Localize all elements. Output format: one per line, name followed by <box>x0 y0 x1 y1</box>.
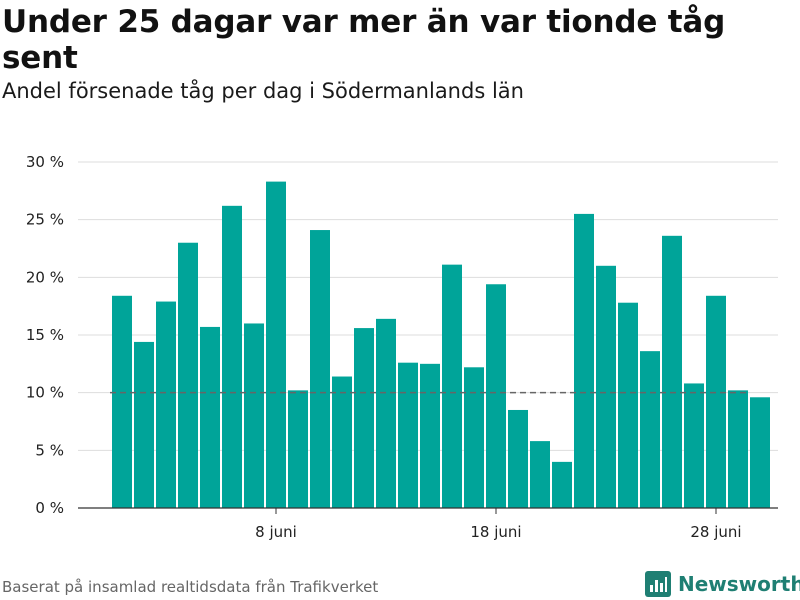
y-tick-label: 10 % <box>26 384 64 402</box>
bar <box>552 461 572 508</box>
bar <box>728 390 748 508</box>
bar <box>244 323 264 508</box>
newsworthy-logo-icon <box>645 571 671 597</box>
y-tick-label: 5 % <box>35 441 64 459</box>
bar <box>706 295 726 508</box>
bar <box>464 367 484 508</box>
bar-chart: 0 % 5 % 10 % 15 % 20 % 25 % 30 % 8 juni 18 juni 2… <box>26 153 778 541</box>
bar <box>420 363 440 508</box>
bar <box>222 205 242 508</box>
y-tick-label: 20 % <box>26 268 64 286</box>
bar <box>442 264 462 508</box>
bar <box>398 362 418 508</box>
bar <box>508 409 528 508</box>
bar <box>662 235 682 508</box>
source-note: Baserat på insamlad realtidsdata från Tr… <box>2 578 379 596</box>
x-tick-label: 8 juni <box>255 523 297 541</box>
bar <box>750 397 770 508</box>
bar <box>332 376 352 508</box>
bar <box>134 341 154 508</box>
y-tick-label: 15 % <box>26 326 64 344</box>
brand-name: Newsworthy <box>678 572 800 596</box>
y-tick-label: 30 % <box>26 153 64 171</box>
bar <box>178 242 198 508</box>
bar <box>310 230 330 508</box>
bar <box>354 328 374 508</box>
bar <box>200 326 220 508</box>
bar <box>288 390 308 508</box>
x-tick-label: 28 juni <box>690 523 741 541</box>
y-tick-label: 0 % <box>35 499 64 517</box>
bar <box>640 351 660 508</box>
chart-title: Under 25 dagar var mer än var tionde tåg… <box>2 4 726 76</box>
bar <box>574 213 594 508</box>
brand-logo: Newsworthy <box>645 570 800 598</box>
bar <box>486 284 506 508</box>
y-tick-label: 25 % <box>26 211 64 229</box>
bar <box>530 441 550 508</box>
bar <box>596 265 616 508</box>
bar <box>376 318 396 508</box>
bar <box>684 383 704 508</box>
x-tick-label: 18 juni <box>470 523 521 541</box>
chart-subtitle: Andel försenade tåg per dag i Södermanla… <box>2 79 524 103</box>
bar <box>156 301 176 508</box>
bar <box>112 295 132 508</box>
bar <box>266 181 286 508</box>
bar <box>618 302 638 508</box>
